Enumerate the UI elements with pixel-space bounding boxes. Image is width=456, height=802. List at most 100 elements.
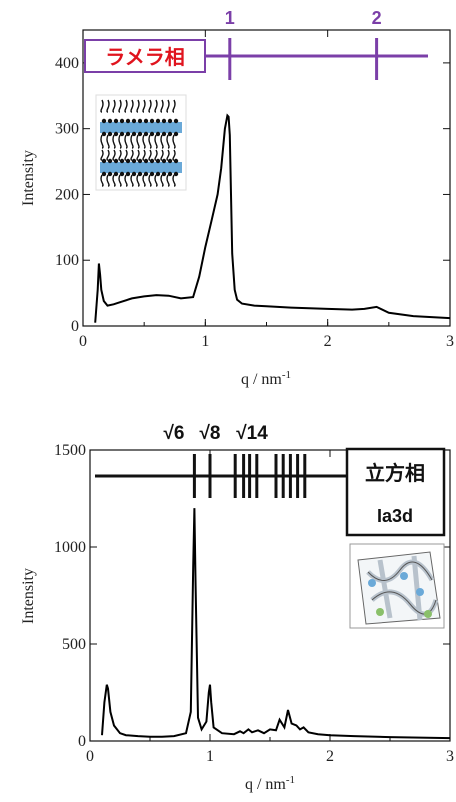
lipid-chain bbox=[124, 134, 128, 149]
lipid-chain bbox=[142, 134, 146, 149]
lipid-head bbox=[143, 118, 149, 124]
lipid-head bbox=[113, 171, 119, 177]
lipid-head bbox=[161, 158, 167, 164]
lipid-chain bbox=[160, 134, 164, 149]
lipid-head bbox=[137, 118, 143, 124]
lipid-head bbox=[107, 171, 113, 177]
lipid-head bbox=[119, 158, 125, 164]
lipid-chain bbox=[106, 99, 110, 113]
lipid-head bbox=[101, 118, 107, 124]
top-index-label: 1 bbox=[225, 8, 235, 28]
lipid-head bbox=[107, 131, 113, 137]
lipid-chain bbox=[172, 174, 176, 187]
lamellar-illustration bbox=[95, 94, 187, 191]
lipid-head bbox=[107, 118, 113, 124]
top-xtick-label: 1 bbox=[201, 333, 209, 350]
lipid-head bbox=[143, 158, 149, 164]
lipid-chain bbox=[136, 174, 140, 187]
lipid-chain bbox=[166, 99, 170, 113]
top-xtick-label: 3 bbox=[446, 333, 454, 350]
lipid-head bbox=[155, 158, 161, 164]
lipid-chain bbox=[118, 149, 122, 161]
cubic-label-box bbox=[345, 447, 446, 537]
lipid-head bbox=[161, 131, 167, 137]
lipid-head bbox=[101, 171, 107, 177]
peak-label-sqrt6: √6 bbox=[164, 423, 185, 444]
lipid-chain bbox=[106, 149, 110, 161]
lipid-chain bbox=[118, 99, 122, 113]
top-tick-labels: 0 1 2 3 0 100 200 300 400 bbox=[55, 55, 454, 350]
top-ytick-label: 300 bbox=[55, 121, 79, 138]
top-ytick-label: 0 bbox=[71, 318, 79, 335]
lipid-chain bbox=[112, 174, 116, 187]
lipid-chain bbox=[136, 99, 140, 113]
lipid-chain bbox=[130, 134, 134, 149]
lipid-head bbox=[173, 171, 179, 177]
lipid-chain bbox=[166, 174, 170, 187]
lipid-head bbox=[161, 118, 167, 124]
lipid-chain bbox=[124, 149, 128, 161]
lipid-chain bbox=[136, 134, 140, 149]
cubic-label: 立方相 bbox=[365, 461, 425, 485]
lipid-head bbox=[173, 131, 179, 137]
lipid-chain bbox=[112, 149, 116, 161]
lipid-chain bbox=[118, 134, 122, 149]
top-xtick-label: 2 bbox=[324, 333, 332, 350]
top-xtick-label: 0 bbox=[79, 333, 87, 350]
lipid-head bbox=[149, 171, 155, 177]
lipid-head bbox=[137, 171, 143, 177]
bottom-ytick-label: 500 bbox=[62, 636, 86, 653]
lipid-head bbox=[137, 158, 143, 164]
top-ytick-label: 400 bbox=[55, 55, 79, 72]
lipid-chain bbox=[142, 149, 146, 161]
lipid-chain bbox=[154, 134, 158, 149]
lipid-chain bbox=[148, 149, 152, 161]
bottom-xtick-label: 3 bbox=[446, 748, 454, 765]
lipid-chain bbox=[172, 99, 176, 113]
lipid-chain bbox=[154, 99, 158, 113]
lipid-chain bbox=[100, 149, 104, 161]
lipid-head bbox=[119, 118, 125, 124]
lipid-head bbox=[155, 171, 161, 177]
bottom-ytick-label: 0 bbox=[78, 733, 86, 750]
lipid-chain bbox=[124, 174, 128, 187]
bottom-ytick-label: 1000 bbox=[54, 539, 86, 556]
lipid-head bbox=[131, 158, 137, 164]
lipid-head bbox=[173, 158, 179, 164]
peak-label-sqrt14: √14 bbox=[236, 423, 268, 444]
lipid-head bbox=[125, 171, 131, 177]
lipid-head bbox=[167, 118, 173, 124]
cubic-sublabel: Ia3d bbox=[377, 506, 413, 526]
lamellar-label-box bbox=[84, 39, 206, 73]
lipid-chain bbox=[172, 149, 176, 161]
lipid-chain bbox=[154, 149, 158, 161]
top-series-line bbox=[94, 113, 451, 323]
chart-bottom: 0 1 2 3 0 500 1000 1500 √6 √8 √14 立方相 Ia3d Inte… bbox=[20, 423, 454, 793]
bottom-xtick-label: 0 bbox=[86, 748, 94, 765]
lipid-chain bbox=[106, 174, 110, 187]
lipid-head bbox=[131, 118, 137, 124]
lipid-chain bbox=[166, 149, 170, 161]
lipid-head bbox=[125, 131, 131, 137]
lipid-head bbox=[131, 171, 137, 177]
lamellar-label: ラメラ相 bbox=[105, 45, 184, 69]
lipid-chain bbox=[112, 134, 116, 149]
lipid-head bbox=[101, 158, 107, 164]
bottom-series-line bbox=[101, 508, 451, 740]
lipid-chain bbox=[130, 149, 134, 161]
lipid-chain bbox=[130, 174, 134, 187]
lipid-chain bbox=[148, 99, 152, 113]
lipid-head bbox=[149, 158, 155, 164]
top-ytick-label: 100 bbox=[55, 252, 79, 269]
bottom-ylabel: Intensity bbox=[20, 568, 37, 624]
lipid-chain bbox=[100, 134, 104, 149]
bottom-ytick-label: 1500 bbox=[54, 442, 86, 459]
lipid-chain bbox=[136, 149, 140, 161]
lipid-head bbox=[149, 131, 155, 137]
lipid-head bbox=[107, 158, 113, 164]
lipid-head bbox=[113, 131, 119, 137]
lipid-head bbox=[167, 131, 173, 137]
lipid-head bbox=[143, 171, 149, 177]
lipid-chain bbox=[142, 174, 146, 187]
lipid-head bbox=[119, 131, 125, 137]
